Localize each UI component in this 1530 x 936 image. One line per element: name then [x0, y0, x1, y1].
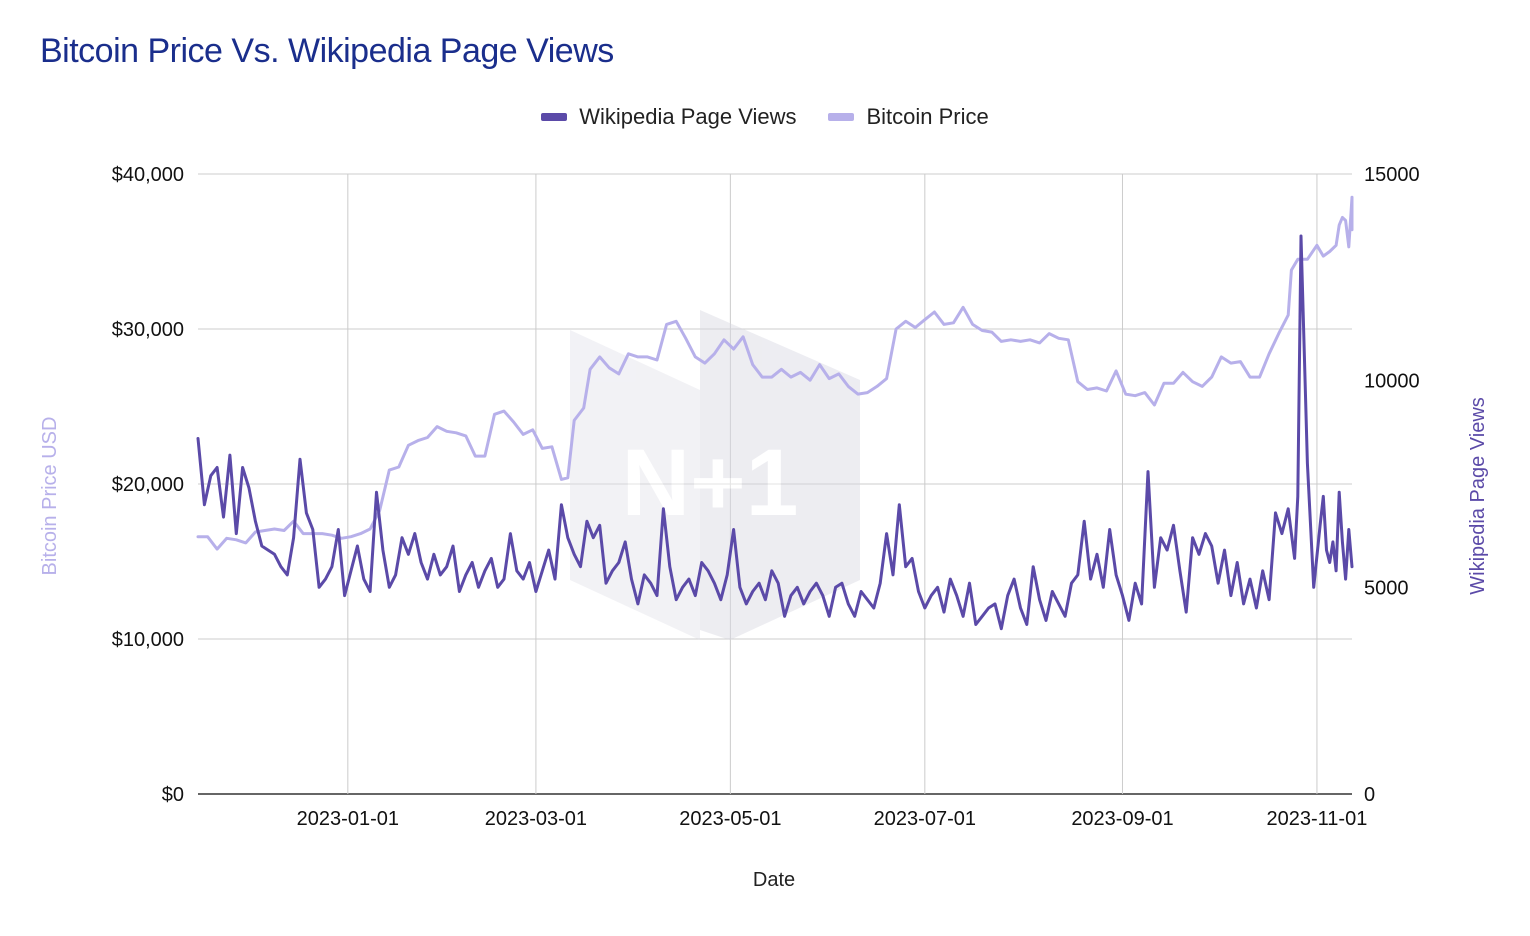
left-tick-label: $0: [162, 784, 184, 806]
right-tick-label: 0: [1364, 784, 1375, 806]
series-line-page-views[interactable]: [196, 234, 1354, 631]
watermark: N+1: [570, 310, 860, 640]
legend-swatch-page-views: [541, 113, 568, 121]
x-tick-label: 2023-07-01: [874, 808, 976, 830]
x-axis: 2023-01-01 2023-03-01 2023-05-01 2023-07-01…: [297, 808, 1368, 830]
right-axis: 0 5000 10000 15000: [1364, 164, 1420, 806]
legend-label-bitcoin-price: Bitcoin Price: [866, 104, 989, 129]
watermark-text: N+1: [622, 430, 799, 536]
left-axis-title: Bitcoin Price USD: [39, 417, 61, 576]
x-tick-label: 2023-09-01: [1071, 808, 1173, 830]
grid: [198, 173, 1352, 795]
legend-item-bitcoin-price[interactable]: Bitcoin Price: [828, 104, 989, 130]
x-tick-label: 2023-03-01: [485, 808, 587, 830]
right-tick-label: 15000: [1364, 164, 1420, 186]
x-tick-label: 2023-11-01: [1267, 808, 1368, 830]
left-tick-label: $10,000: [112, 629, 184, 651]
watermark-shape-right: [700, 310, 860, 640]
right-axis-title: Wikipedia Page Views: [1467, 397, 1489, 595]
x-tick-label: 2023-05-01: [679, 808, 781, 830]
series-line-bitcoin-price[interactable]: [196, 195, 1354, 551]
left-tick-label: $40,000: [112, 164, 184, 186]
legend-item-page-views[interactable]: Wikipedia Page Views: [541, 104, 796, 130]
legend-label-page-views: Wikipedia Page Views: [579, 104, 797, 129]
right-tick-label: 5000: [1364, 577, 1409, 599]
x-tick-label: 2023-01-01: [297, 808, 399, 830]
left-axis: $0 $10,000 $20,000 $30,000 $40,000: [112, 164, 184, 806]
left-tick-label: $20,000: [112, 474, 184, 496]
legend-swatch-bitcoin-price: [828, 113, 855, 121]
chart-title: Bitcoin Price Vs. Wikipedia Page Views: [40, 32, 614, 70]
x-axis-title: Date: [753, 869, 795, 891]
left-tick-label: $30,000: [112, 319, 184, 341]
legend: Wikipedia Page Views Bitcoin Price: [0, 104, 1530, 130]
series-layer: [196, 195, 1354, 631]
right-tick-label: 10000: [1364, 371, 1420, 393]
